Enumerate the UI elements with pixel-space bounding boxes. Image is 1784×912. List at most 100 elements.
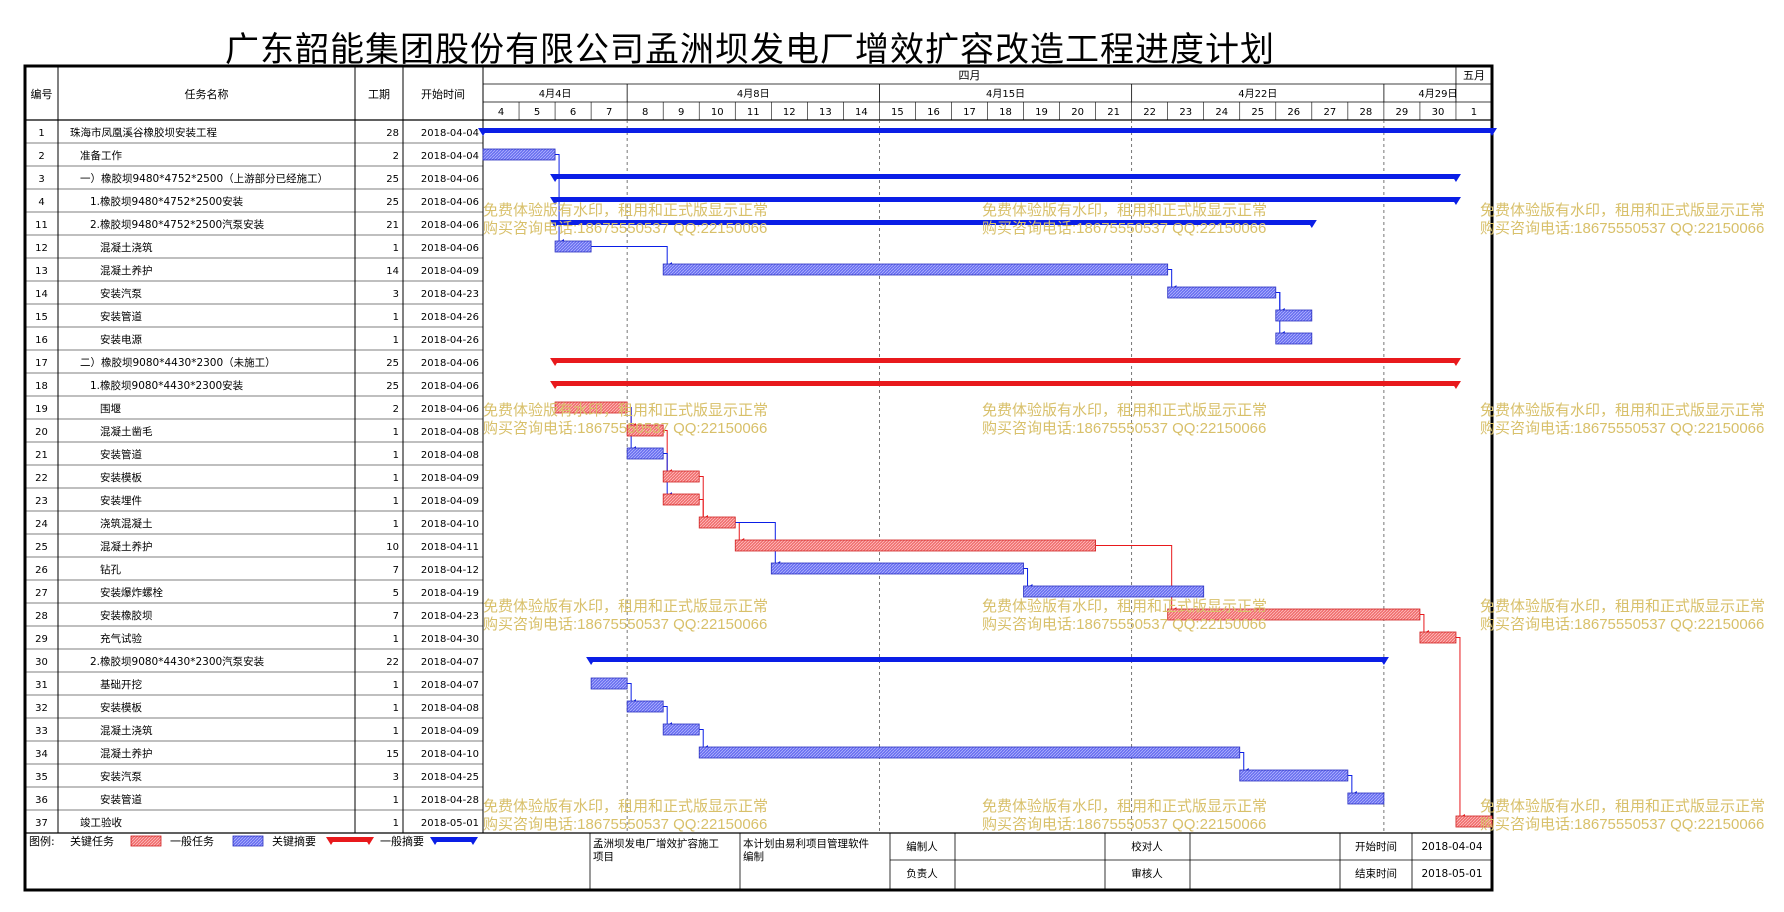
task-start: 2018-04-09 [421, 473, 479, 484]
summary-start-marker [586, 657, 597, 665]
task-id: 2 [38, 151, 44, 162]
dependency-link [555, 154, 565, 245]
dependency-link [663, 706, 673, 728]
task-bar [554, 401, 628, 414]
summary-start-marker [550, 220, 561, 228]
month-label: 四月 [958, 69, 980, 82]
summary-start-marker [478, 128, 488, 136]
task-name: 混凝土养护 [100, 540, 153, 553]
task-id: 35 [35, 772, 48, 783]
task-duration: 1 [393, 703, 399, 714]
task-name: 准备工作 [80, 149, 122, 162]
task-bar [1419, 631, 1457, 644]
task-bar [662, 493, 700, 506]
task-bar [626, 700, 664, 713]
task-bar [1275, 332, 1313, 345]
task-bar [662, 263, 1169, 276]
task-start: 2018-04-09 [421, 496, 479, 507]
dependency-link [1239, 752, 1249, 774]
footer-end-value: 2018-05-01 [1421, 868, 1482, 880]
task-duration: 7 [393, 565, 399, 576]
day-label: 10 [711, 107, 724, 118]
task-start: 2018-04-04 [421, 151, 479, 162]
summary-end-marker [1450, 358, 1461, 366]
task-duration: 21 [386, 220, 399, 231]
day-label: 9 [678, 107, 684, 118]
task-duration: 1 [393, 335, 399, 346]
task-bar [734, 539, 1097, 552]
summary-bar [555, 381, 1456, 386]
summary-bar [555, 197, 1456, 202]
task-name: 安装橡胶坝 [100, 609, 153, 622]
legend-normal-summary-markers [430, 837, 478, 845]
task-id: 29 [35, 634, 48, 645]
task-id: 11 [35, 220, 48, 231]
task-id: 31 [35, 680, 48, 691]
task-id: 27 [35, 588, 48, 599]
task-name: 混凝土浇筑 [100, 724, 153, 737]
dependency-link [1167, 269, 1177, 291]
task-duration: 1 [393, 680, 399, 691]
task-id: 33 [35, 726, 48, 737]
task-id: 14 [35, 289, 48, 300]
summary-end-marker [1378, 657, 1389, 665]
day-label: 14 [855, 107, 868, 118]
footer-start-value: 2018-04-04 [1421, 841, 1482, 853]
task-duration: 1 [393, 795, 399, 806]
day-label: 21 [1107, 107, 1120, 118]
task-id: 19 [35, 404, 48, 415]
day-label: 24 [1215, 107, 1228, 118]
task-start: 2018-04-06 [421, 174, 479, 185]
day-label: 17 [963, 107, 976, 118]
day-label: 22 [1143, 107, 1156, 118]
day-label: 23 [1179, 107, 1192, 118]
task-duration: 22 [386, 657, 399, 668]
task-name: 安装模板 [100, 471, 142, 484]
task-duration: 25 [386, 197, 399, 208]
task-name: 浇筑混凝土 [100, 517, 153, 530]
task-name: 珠海市凤凰溪谷橡胶坝安装工程 [70, 126, 217, 139]
task-bar [1167, 608, 1421, 621]
task-id: 30 [35, 657, 48, 668]
task-bar [698, 746, 1241, 759]
task-bar [626, 447, 664, 460]
task-start: 2018-04-07 [421, 680, 479, 691]
legend-normal-task-swatch [232, 835, 264, 847]
task-start: 2018-04-06 [421, 358, 479, 369]
task-start: 2018-04-23 [421, 611, 479, 622]
task-name: 二）橡胶坝9080*4430*2300（未施工） [80, 356, 276, 369]
legend-critical-task-swatch [130, 835, 162, 847]
dependency-link [699, 499, 709, 521]
task-id: 15 [35, 312, 48, 323]
day-label: 20 [1071, 107, 1084, 118]
task-name: 竣工验收 [80, 816, 122, 829]
task-duration: 25 [386, 174, 399, 185]
task-bar [554, 240, 592, 253]
header-duration: 工期 [368, 88, 390, 101]
task-duration: 1 [393, 726, 399, 737]
summary-end-marker [1450, 174, 1461, 182]
summary-start-marker [550, 174, 561, 182]
task-duration: 2 [393, 151, 399, 162]
footer-start-label: 开始时间 [1355, 840, 1397, 853]
task-name: 安装管道 [100, 310, 142, 323]
day-label: 4 [498, 107, 504, 118]
header-start: 开始时间 [421, 87, 465, 101]
task-start: 2018-04-26 [421, 312, 479, 323]
task-id: 13 [35, 266, 48, 277]
task-start: 2018-04-19 [421, 588, 479, 599]
task-start: 2018-04-06 [421, 197, 479, 208]
task-name: 2.橡胶坝9080*4430*2300汽泵安装 [90, 655, 265, 668]
footer-reviewer-label: 审核人 [1131, 867, 1163, 880]
task-name: 混凝土凿毛 [100, 425, 153, 438]
task-start: 2018-04-09 [421, 266, 479, 277]
task-start: 2018-04-06 [421, 404, 479, 415]
summary-bar [555, 220, 1312, 225]
task-start: 2018-04-06 [421, 243, 479, 254]
dependency-link [627, 683, 637, 705]
task-id: 16 [35, 335, 48, 346]
footer-checker-label: 校对人 [1131, 840, 1163, 853]
task-name: 2.橡胶坝9480*4752*2500汽泵安装 [90, 218, 265, 231]
footer-software-note: 本计划由易利项目管理软件 [743, 837, 869, 850]
task-duration: 1 [393, 818, 399, 829]
